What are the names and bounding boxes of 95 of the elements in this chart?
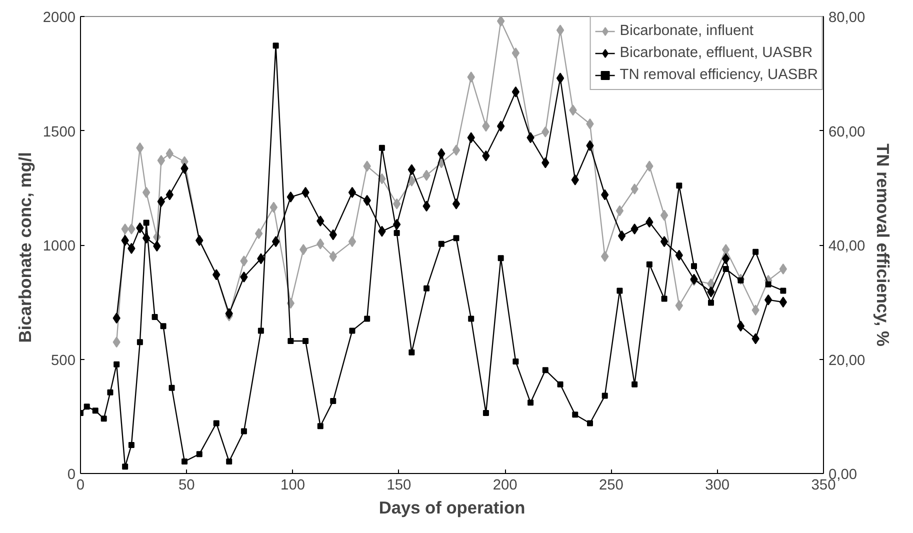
point [618, 230, 626, 242]
point [213, 420, 220, 426]
point [468, 316, 474, 322]
point [136, 339, 143, 346]
y-tick-label: 1000 [42, 238, 76, 254]
x-tick-label: 50 [178, 478, 195, 494]
legend-label: Bicarbonate, influent [620, 23, 754, 39]
point [542, 367, 548, 374]
point [143, 220, 150, 226]
point [452, 198, 460, 210]
point [646, 261, 652, 268]
point [453, 235, 460, 242]
point [572, 412, 578, 418]
point [676, 182, 682, 189]
point [182, 458, 188, 465]
x-tick-label: 300 [705, 478, 730, 494]
point [512, 86, 520, 98]
point [330, 398, 336, 404]
y2-axis-title: TN removal efficiency, % [873, 144, 894, 346]
point [660, 236, 668, 248]
x-tick-label: 350 [811, 478, 836, 494]
point [496, 16, 505, 27]
point [92, 408, 98, 414]
point [661, 296, 668, 302]
point [240, 428, 247, 434]
point [780, 288, 786, 294]
point [394, 230, 400, 236]
y-axis-title: Bicarbonate conc, mg/l [14, 152, 35, 343]
point [142, 186, 150, 198]
point [556, 72, 564, 84]
point [438, 240, 444, 247]
point [364, 316, 370, 322]
point [168, 384, 175, 391]
y2-tick-label: 60,00 [828, 124, 866, 140]
point [764, 294, 772, 306]
point [107, 389, 114, 396]
point [528, 400, 534, 406]
point [349, 328, 356, 334]
point [556, 24, 564, 36]
point [765, 281, 772, 288]
point [258, 328, 264, 334]
point [722, 266, 729, 272]
point [348, 236, 356, 248]
point [736, 320, 745, 332]
point [100, 416, 107, 422]
point [660, 210, 668, 221]
point [270, 202, 278, 213]
point [586, 420, 593, 426]
x-axis-title: Days of operation [378, 498, 526, 518]
point [512, 358, 519, 365]
x-tick-label: 100 [280, 478, 306, 494]
legend-label: TN removal efficiency, UASBR [620, 67, 818, 83]
point [122, 464, 128, 470]
point [317, 423, 324, 430]
point [498, 255, 504, 262]
x-tick-label: 150 [386, 478, 412, 494]
point [452, 144, 460, 156]
point [616, 205, 624, 216]
point [84, 404, 90, 410]
point [691, 263, 698, 270]
point [254, 228, 263, 240]
y2-tick-label: 40,00 [828, 238, 866, 254]
point [128, 442, 134, 448]
point [378, 144, 385, 151]
point [272, 236, 280, 248]
point [632, 381, 638, 388]
x-tick-label: 250 [598, 478, 624, 494]
point [196, 451, 202, 458]
point [512, 48, 520, 59]
point [496, 120, 505, 132]
point [602, 392, 608, 399]
point [482, 410, 489, 416]
y-tick-label: 1500 [42, 124, 76, 140]
point [302, 338, 309, 344]
y2-tick-label: 80,00 [828, 10, 866, 26]
point [424, 285, 430, 292]
point [226, 458, 232, 465]
y-tick-label: 2000 [42, 10, 76, 26]
point [288, 338, 294, 344]
point [557, 381, 564, 388]
point [752, 248, 759, 255]
point [152, 314, 158, 320]
point [272, 42, 279, 49]
point [616, 288, 623, 294]
point [160, 323, 166, 330]
point [348, 186, 356, 198]
point [408, 349, 415, 356]
point [708, 300, 714, 306]
y2-tick-label: 20,00 [828, 352, 866, 369]
x-tick-label: 200 [492, 478, 518, 494]
legend-label: Bicarbonate, effluent, UASBR [620, 45, 813, 61]
point [392, 198, 401, 210]
y-tick-label: 0 [67, 467, 76, 483]
y-tick-label: 500 [51, 352, 76, 369]
point [114, 361, 120, 368]
